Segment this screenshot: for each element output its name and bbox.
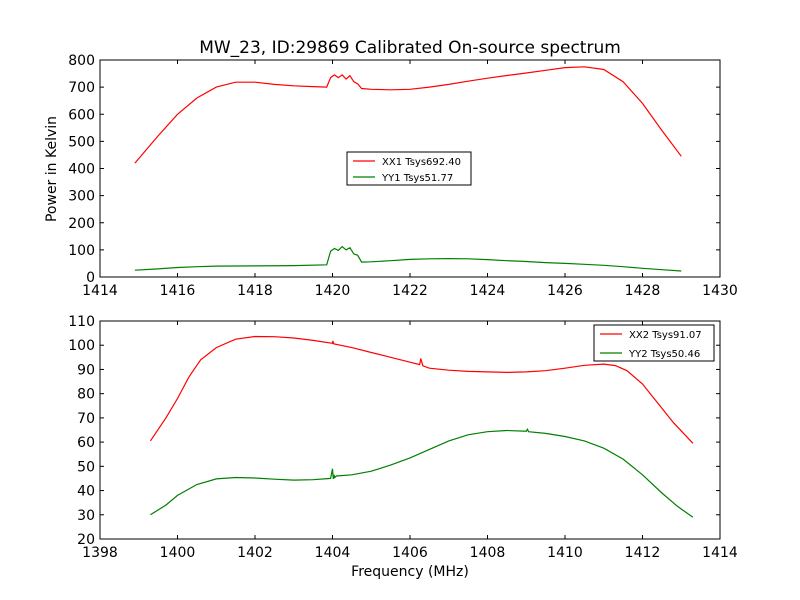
x-tick-label: 1406 [392,545,428,561]
y-axis-label: Power in Kelvin [44,116,60,222]
x-tick-label: 1422 [392,283,428,299]
y-tick-label: 50 [77,459,95,475]
y-tick-label: 100 [68,338,95,354]
x-tick-label: 1428 [625,283,661,299]
y-tick-label: 0 [86,270,95,286]
legend-box [593,324,715,362]
x-tick-label: 1404 [315,545,351,561]
y-tick-label: 400 [68,162,95,178]
series-line-0 [134,66,682,164]
legend-label: YY1 Tsys51.77 [381,173,453,184]
x-tick-label: 1418 [237,283,273,299]
x-tick-label: 1424 [470,283,506,299]
top-spectrum-panel: MW_23, ID:29869 Calibrated On-source spe… [44,38,738,299]
x-tick-label: 1430 [702,283,738,299]
x-tick-label: 1412 [625,545,661,561]
bottom-series-lines [149,335,694,518]
x-axis-label: Frequency (MHz) [351,564,469,580]
bottom-legend: XX2 Tsys91.07 YY2 Tsys50.46 [593,324,715,362]
y-tick-label: 60 [77,435,95,451]
y-tick-label: 90 [77,362,95,378]
y-tick-label: 40 [77,484,95,500]
legend-label: YY2 Tsys50.46 [628,349,700,360]
x-tick-label: 1420 [315,283,351,299]
top-ticks: 1414 1416 1418 1420 1422 1424 1426 1428 1430 0 100… [68,53,738,299]
bottom-plot-frame [99,320,721,540]
bottom-spectrum-panel: Frequency (MHz) 1398 1400 1402 1404 1406 1408… [68,314,738,580]
bottom-ticks: 1398 1400 1402 1404 1406 1408 1410 1412 1414 20 30… [68,314,738,561]
y-tick-label: 70 [77,411,95,427]
series-line-0 [149,335,694,444]
y-tick-label: 300 [68,189,95,205]
y-tick-label: 100 [68,243,95,259]
x-tick-label: 1402 [237,545,273,561]
top-legend: XX1 Tsys692.40 YY1 Tsys51.77 [346,151,472,186]
y-tick-label: 20 [77,532,95,548]
y-tick-label: 110 [68,314,95,330]
y-tick-label: 200 [68,216,95,232]
y-tick-label: 700 [68,80,95,96]
series-line-1 [134,245,682,272]
x-tick-label: 1426 [547,283,583,299]
y-tick-label: 80 [77,387,95,403]
legend-label: XX1 Tsys692.40 [382,157,461,168]
legend-label: XX2 Tsys91.07 [629,330,702,341]
x-tick-label: 1416 [160,283,196,299]
y-tick-label: 600 [68,107,95,123]
x-tick-label: 1410 [547,545,583,561]
top-plot-frame [99,59,721,278]
x-tick-label: 1414 [82,283,118,299]
chart-title: MW_23, ID:29869 Calibrated On-source spe… [199,38,621,58]
y-tick-label: 30 [77,508,95,524]
legend-box [346,151,472,186]
x-tick-label: 1408 [470,545,506,561]
series-line-1 [150,428,694,518]
x-tick-label: 1400 [160,545,196,561]
top-series-lines [134,66,682,272]
x-tick-label: 1414 [702,545,738,561]
y-tick-label: 500 [68,134,95,150]
x-tick-label: 1398 [82,545,118,561]
y-tick-label: 800 [68,53,95,69]
